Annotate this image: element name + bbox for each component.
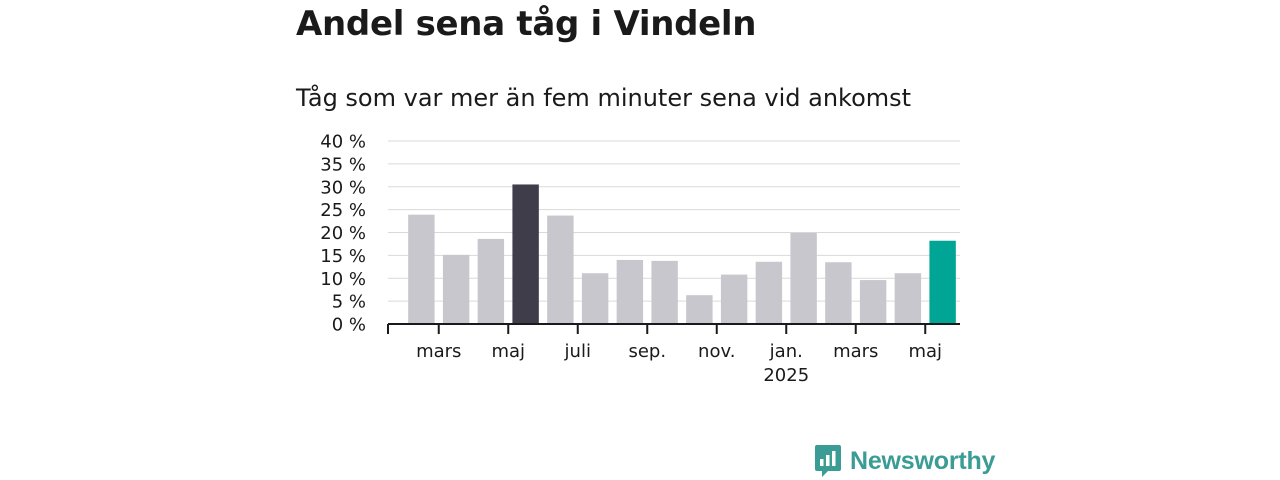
bar bbox=[442, 254, 470, 324]
brand-logo: Newsworthy bbox=[814, 444, 995, 478]
chart-subtitle: Tåg som var mer än fem minuter sena vid … bbox=[296, 84, 912, 112]
brand-name: Newsworthy bbox=[850, 446, 996, 475]
y-tick-label: 0 % bbox=[332, 315, 366, 336]
bar bbox=[616, 259, 644, 324]
bar bbox=[825, 262, 852, 324]
y-tick-label: 10 % bbox=[320, 269, 366, 290]
x-tick-label: maj bbox=[908, 341, 942, 362]
y-tick-label: 30 % bbox=[320, 177, 366, 198]
bar bbox=[512, 184, 539, 324]
grid-lines bbox=[388, 140, 960, 302]
chart-title: Andel sena tåg i Vindeln bbox=[296, 4, 757, 44]
y-tick-label: 20 % bbox=[320, 223, 366, 244]
y-tick-label: 15 % bbox=[320, 246, 366, 267]
x-tick-labels: mars maj juli sep. nov. jan. 2025 mars maj bbox=[416, 341, 942, 386]
y-tick-label: 40 % bbox=[320, 132, 366, 153]
bar bbox=[477, 238, 505, 324]
bar bbox=[859, 280, 887, 324]
bar bbox=[929, 240, 956, 324]
bar-chart: 0 %5 %10 %15 %20 %25 %30 %35 %40 % mars m… bbox=[320, 132, 960, 386]
bar bbox=[790, 232, 817, 324]
bar bbox=[581, 273, 609, 324]
y-tick-label: 35 % bbox=[320, 154, 366, 175]
x-tick-label: jan. bbox=[769, 341, 803, 362]
newsworthy-logo-icon bbox=[815, 445, 841, 477]
bars bbox=[408, 184, 956, 324]
x-tick-label: mars bbox=[833, 341, 878, 362]
bar bbox=[651, 260, 678, 324]
x-axis bbox=[387, 323, 960, 334]
x-tick-year-label: 2025 bbox=[763, 365, 809, 386]
bar bbox=[720, 274, 748, 324]
y-tick-label: 25 % bbox=[320, 200, 366, 221]
x-tick-label: nov. bbox=[698, 341, 735, 362]
x-tick-label: maj bbox=[491, 341, 525, 362]
x-tick-label: sep. bbox=[628, 341, 666, 362]
x-tick-label: mars bbox=[416, 341, 461, 362]
bar bbox=[894, 273, 922, 324]
bar bbox=[547, 215, 574, 324]
x-tick-label: juli bbox=[564, 341, 591, 362]
bar bbox=[408, 214, 435, 324]
y-tick-labels: 0 %5 %10 %15 %20 %25 %30 %35 %40 % bbox=[320, 132, 366, 336]
bar bbox=[686, 295, 713, 324]
bar bbox=[755, 261, 783, 324]
y-tick-label: 5 % bbox=[332, 292, 366, 313]
